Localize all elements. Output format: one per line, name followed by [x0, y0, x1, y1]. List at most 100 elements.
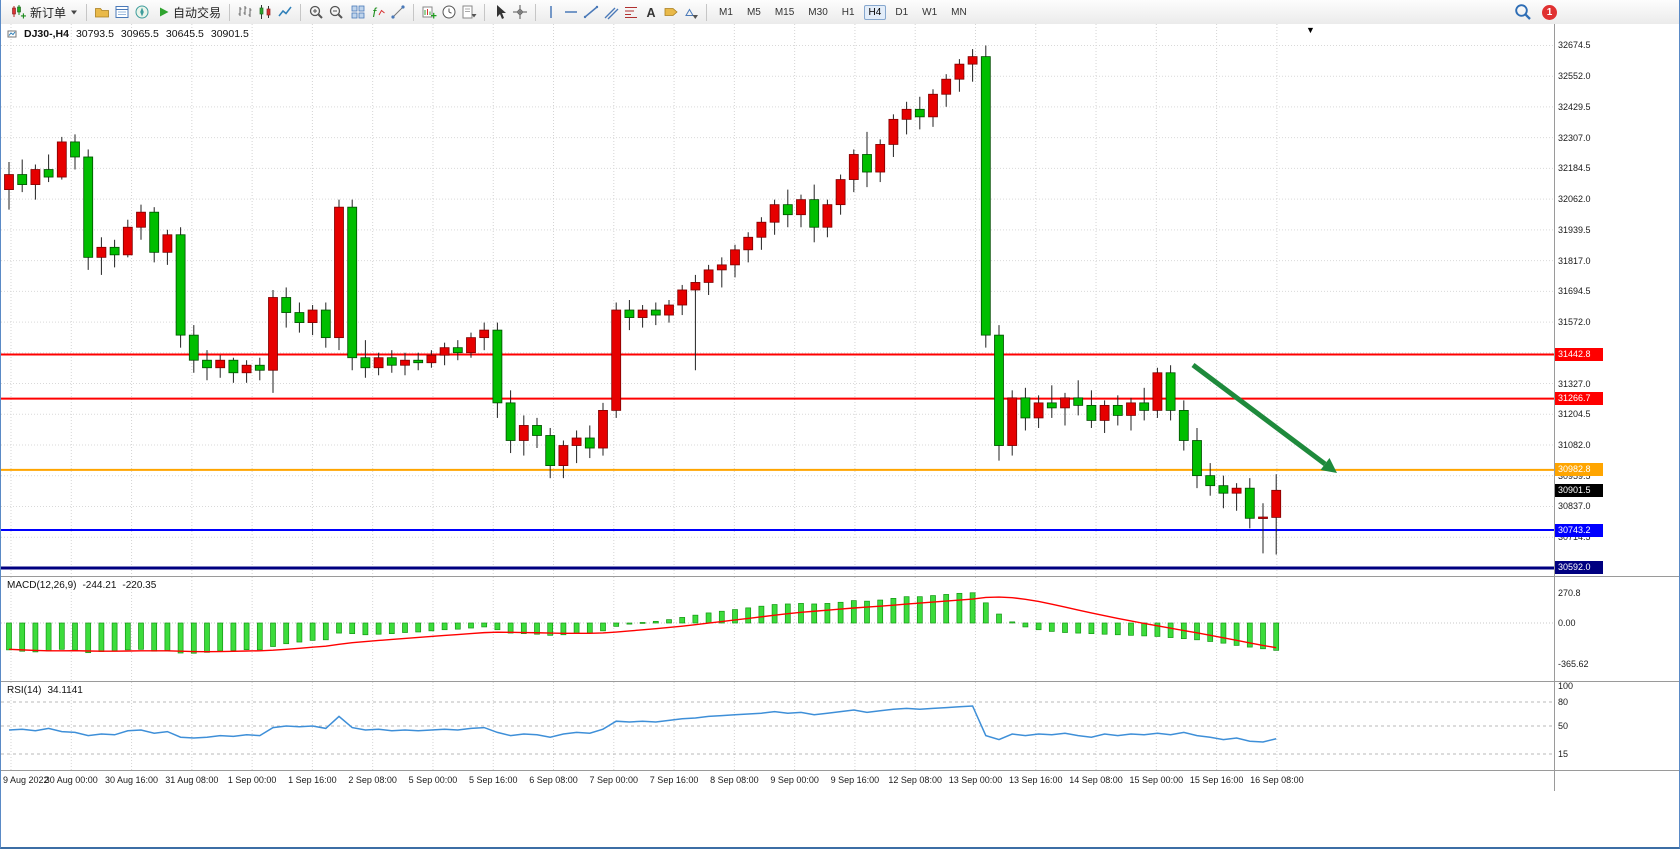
template-icon[interactable]: [460, 3, 478, 21]
axis-separator[interactable]: [1554, 24, 1555, 791]
period-icon[interactable]: [440, 3, 458, 21]
hline-price-label: 31266.7: [1555, 392, 1603, 406]
timeframe-m30[interactable]: M30: [808, 6, 828, 18]
macd-value-main: -244.21: [82, 580, 117, 591]
time-axis-label: 5 Sep 16:00: [468, 775, 518, 785]
rsi-scale-label: 80: [1558, 697, 1569, 707]
rsi-value: 34.1141: [47, 685, 83, 696]
main-chart[interactable]: DJ30-,H4 30793.5 30965.5 30645.5 30901.5…: [1, 24, 1554, 576]
time-axis-label: 31 Aug 08:00: [165, 775, 219, 785]
macd-value-signal: -220.35: [122, 580, 157, 591]
macd-histogram: [6, 592, 1280, 654]
time-axis-label: 13 Sep 16:00: [1008, 775, 1063, 785]
timeframe-m15[interactable]: M15: [774, 6, 795, 18]
line-chart-icon[interactable]: [276, 3, 294, 21]
crosshair-icon[interactable]: [511, 3, 529, 21]
macd-scale-label: 270.8: [1558, 587, 1581, 598]
time-axis-label: 14 Sep 08:00: [1069, 775, 1123, 785]
rsi-canvas[interactable]: [1, 682, 1554, 770]
current-price-label: 30901.5: [1555, 483, 1603, 497]
search-icon[interactable]: [1513, 2, 1533, 22]
trend-arrow-head: [1320, 458, 1337, 473]
timeframe-m5[interactable]: M5: [746, 6, 761, 18]
objects-icon[interactable]: [389, 3, 407, 21]
new-order-button[interactable]: + 新订单: [5, 2, 82, 23]
market-watch-icon[interactable]: [113, 3, 131, 21]
macd-panel[interactable]: MACD(12,26,9) -244.21 -220.35: [1, 577, 1554, 681]
ohlc-close: 30901.5: [210, 28, 249, 40]
svg-text:+: +: [431, 11, 437, 21]
bar-chart-icon[interactable]: [236, 3, 254, 21]
play-icon: [157, 3, 170, 21]
charts-profile-icon[interactable]: [93, 3, 111, 21]
rsi-scale-label: 50: [1558, 721, 1569, 731]
notification-badge[interactable]: 1: [1542, 4, 1557, 20]
main-chart-canvas[interactable]: [1, 24, 1554, 576]
rsi-panel[interactable]: RSI(14) 34.1141: [1, 682, 1554, 770]
timeframe-w1[interactable]: W1: [922, 6, 938, 18]
fibonacci-icon[interactable]: [622, 3, 640, 21]
auto-trading-button[interactable]: 自动交易: [153, 2, 225, 23]
chart-types-group: [236, 3, 294, 21]
panel-separator[interactable]: [1, 576, 1679, 577]
draw-tools-group: A: [542, 3, 700, 21]
cursor-icon[interactable]: [491, 3, 509, 21]
svg-text:A: A: [647, 6, 656, 20]
time-axis-label: 6 Sep 08:00: [529, 775, 578, 785]
navigator-icon[interactable]: [133, 3, 151, 21]
price-tick-label: 30714.5: [1558, 532, 1591, 543]
price-tick-label: 31939.5: [1558, 224, 1591, 235]
trendline-icon[interactable]: [582, 3, 600, 21]
vertical-line-icon[interactable]: [542, 3, 560, 21]
marker-arrow-icon[interactable]: ▼: [1306, 25, 1315, 35]
symbol-marker-icon: [7, 29, 17, 39]
price-tick-label: 32062.0: [1558, 194, 1591, 205]
hline-price-label: 30592.0: [1555, 561, 1603, 575]
shapes-icon[interactable]: [682, 3, 700, 21]
price-tick-label: 31694.5: [1558, 286, 1591, 297]
new-order-icon: +: [9, 3, 27, 21]
macd-scale-label: 0.00: [1558, 618, 1576, 628]
candlestick-chart-icon[interactable]: [256, 3, 274, 21]
zoom-out-icon[interactable]: [327, 3, 345, 21]
timeframe-h4[interactable]: H4: [863, 4, 887, 20]
price-tick-label: 31082.0: [1558, 440, 1591, 451]
trend-arrow[interactable]: [1191, 363, 1327, 466]
toolbar-separator: [535, 3, 537, 21]
time-axis[interactable]: 9 Aug 2022 30 Aug 00:00 30 Aug 16:00 31 Aug…: [1, 772, 1554, 791]
toolbar-separator: [300, 3, 302, 21]
macd-canvas[interactable]: [1, 577, 1554, 681]
label-icon[interactable]: [662, 3, 680, 21]
grid: [1, 24, 1554, 576]
macd-axis[interactable]: 270.8 0.00 -365.62: [1555, 577, 1679, 681]
time-axis-label: 1 Sep 00:00: [227, 775, 277, 785]
price-axis[interactable]: 32674.5 32552.0 32429.5 32307.0 32184.5 32062…: [1555, 24, 1679, 576]
tile-windows-icon[interactable]: [349, 3, 367, 21]
zoom-group: [307, 3, 345, 21]
horizontal-line-icon[interactable]: [562, 3, 580, 21]
timeframe-m1[interactable]: M1: [719, 6, 733, 18]
timeframe-h1[interactable]: H1: [841, 6, 855, 18]
price-tick-label: 32552.0: [1558, 71, 1591, 82]
price-tick-label: 32184.5: [1558, 163, 1591, 174]
svg-text:+: +: [21, 12, 27, 21]
channel-icon[interactable]: [602, 3, 620, 21]
text-icon[interactable]: A: [642, 3, 660, 21]
rsi-label: RSI(14) 34.1141: [7, 685, 83, 696]
zoom-in-icon[interactable]: [307, 3, 325, 21]
time-axis-label: 15 Sep 00:00: [1129, 775, 1184, 785]
rsi-axis[interactable]: 100 80 50 15: [1555, 681, 1679, 770]
timeframe-d1[interactable]: D1: [895, 6, 909, 18]
panel-separator[interactable]: [1, 681, 1679, 682]
time-axis-label: 7 Sep 16:00: [649, 775, 699, 785]
time-axis-label: 8 Sep 08:00: [710, 775, 759, 785]
price-tick-label: 31817.0: [1558, 255, 1591, 266]
indicators-icon[interactable]: f: [369, 3, 387, 21]
windows-group: f: [349, 3, 407, 21]
rsi-title: RSI(14): [7, 685, 42, 696]
price-tick-label: 31204.5: [1558, 409, 1591, 420]
timeframe-mn[interactable]: MN: [951, 6, 967, 18]
new-chart-icon[interactable]: +: [420, 3, 438, 21]
candles: [4, 45, 1282, 555]
